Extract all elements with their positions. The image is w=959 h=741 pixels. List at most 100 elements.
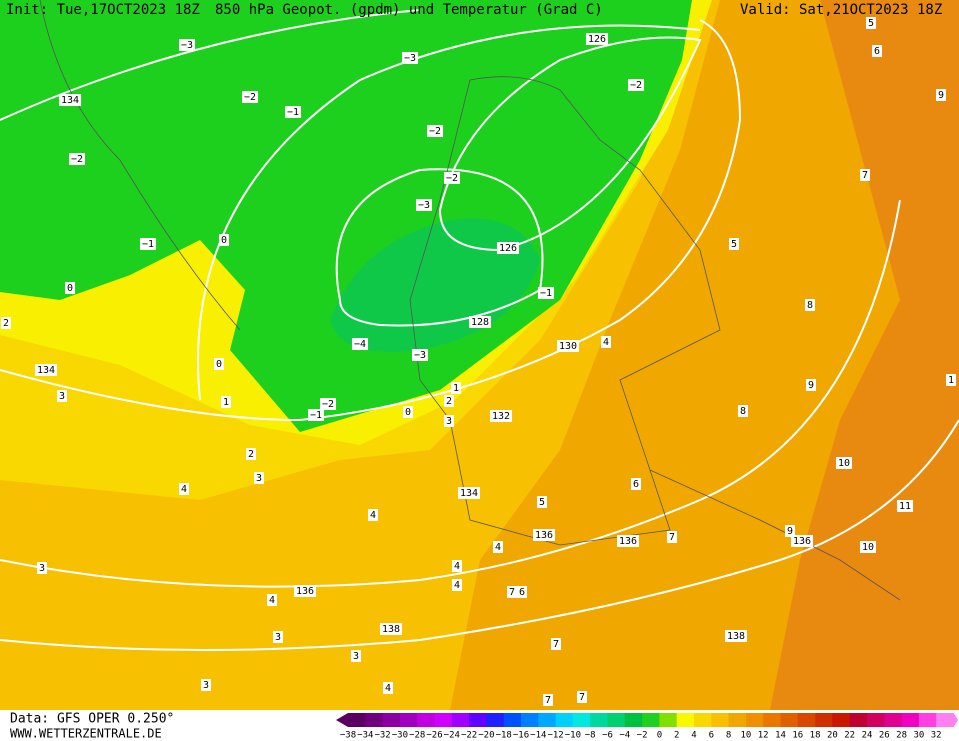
label-box	[401, 52, 419, 64]
contour-label: 138	[382, 624, 400, 635]
contour-label: 5	[868, 18, 874, 29]
label-box	[379, 623, 403, 635]
colorbar-label: 18	[810, 731, 821, 741]
contour-label: 130	[559, 341, 577, 352]
colorbar-swatch	[434, 713, 453, 727]
label-box	[411, 349, 429, 361]
colorbar-swatch	[918, 713, 937, 727]
colorbar-arrow	[953, 713, 958, 727]
contour-label: 4	[385, 683, 391, 694]
contour-label: 2	[446, 396, 452, 407]
label-box	[56, 390, 68, 402]
label-box	[616, 535, 640, 547]
colorbar-swatch	[538, 713, 557, 727]
colorbar-swatch	[763, 713, 781, 727]
contour-label: 4	[603, 337, 609, 348]
data-source: Data: GFS OPER 0.250°	[10, 712, 174, 727]
contour-label: 136	[793, 536, 811, 547]
contour-label: 3	[203, 680, 209, 691]
label-box	[284, 106, 302, 118]
label-box	[382, 682, 394, 694]
colorbar-swatch	[624, 713, 643, 727]
colorbar-label: −20	[478, 731, 494, 741]
contour-label: −2	[244, 92, 256, 103]
init-time: Init: Tue,17OCT2023 18Z	[6, 2, 200, 18]
colorbar-label: −8	[585, 731, 596, 741]
contour-label: 0	[67, 283, 73, 294]
colorbar-label: −22	[461, 731, 477, 741]
label-box	[36, 562, 48, 574]
label-box	[871, 45, 883, 57]
colorbar-swatch	[469, 713, 487, 727]
colorbar-label: 20	[827, 731, 838, 741]
temp-zone	[770, 0, 959, 710]
colorbar-label: 8	[726, 731, 731, 741]
colorbar-swatch	[590, 713, 608, 727]
label-box	[859, 169, 871, 181]
contour-label: 5	[731, 239, 737, 250]
contour-label: −3	[404, 53, 416, 64]
colorbar-swatch	[365, 713, 384, 727]
colorbar-swatch	[451, 713, 470, 727]
contour-label: 134	[37, 365, 55, 376]
label-box	[34, 364, 58, 376]
label-box	[804, 299, 816, 311]
colorbar-swatch	[780, 713, 799, 727]
contour-label: 0	[405, 407, 411, 418]
contour-label: 9	[938, 90, 944, 101]
colorbar-arrow	[336, 713, 348, 727]
colorbar-label: 0	[657, 731, 662, 741]
contour-label: −4	[354, 339, 366, 350]
label-box	[935, 89, 947, 101]
contour-label: 7	[579, 692, 585, 703]
label-box	[805, 379, 817, 391]
contour-label: 3	[353, 651, 359, 662]
colorbar-label: 28	[896, 731, 907, 741]
map-title: 850 hPa Geopot. (gpdm) und Temperatur (G…	[215, 2, 603, 18]
colorbar-label: −18	[496, 731, 512, 741]
temp-zone	[0, 0, 692, 432]
contour-label: 4	[181, 484, 187, 495]
contour-label: 136	[535, 530, 553, 541]
colorbar-label: 10	[740, 731, 751, 741]
colorbar-swatch	[815, 713, 833, 727]
label-box	[666, 531, 678, 543]
contour-label: 8	[807, 300, 813, 311]
colorbar-swatch	[572, 713, 591, 727]
contour-label: −1	[142, 239, 154, 250]
label-box	[450, 382, 462, 394]
label-box	[790, 535, 814, 547]
contour-label: 7	[545, 695, 551, 706]
label-box	[402, 406, 414, 418]
contour-label: −3	[181, 40, 193, 51]
contour-label: −2	[446, 173, 458, 184]
label-box	[367, 509, 379, 521]
colorbar-label: 22	[844, 731, 855, 741]
label-box	[536, 496, 548, 508]
contour-label: 11	[899, 501, 911, 512]
colorbar-label: −4	[619, 731, 630, 741]
label-box	[585, 33, 609, 45]
contour-label: 3	[59, 391, 65, 402]
label-box	[516, 586, 528, 598]
label-box	[218, 234, 230, 246]
label-box	[266, 594, 278, 606]
label-box	[351, 338, 369, 350]
label-box	[241, 91, 259, 103]
colorbar-swatch	[417, 713, 435, 727]
colorbar-label: −6	[602, 731, 613, 741]
colorbar-swatch	[642, 713, 660, 727]
label-box	[200, 679, 212, 691]
colorbar-swatch	[486, 713, 505, 727]
colorbar-swatch	[745, 713, 764, 727]
label-box	[576, 691, 588, 703]
contour-label: 126	[588, 34, 606, 45]
contour-label: 9	[787, 526, 793, 537]
colorbar-label: 2	[674, 731, 679, 741]
contour-label: 136	[296, 586, 314, 597]
label-box	[58, 94, 82, 106]
colorbar-label: 32	[931, 731, 942, 741]
colorbar-label: −10	[565, 731, 581, 741]
label-box	[865, 17, 877, 29]
label-box	[64, 282, 76, 294]
